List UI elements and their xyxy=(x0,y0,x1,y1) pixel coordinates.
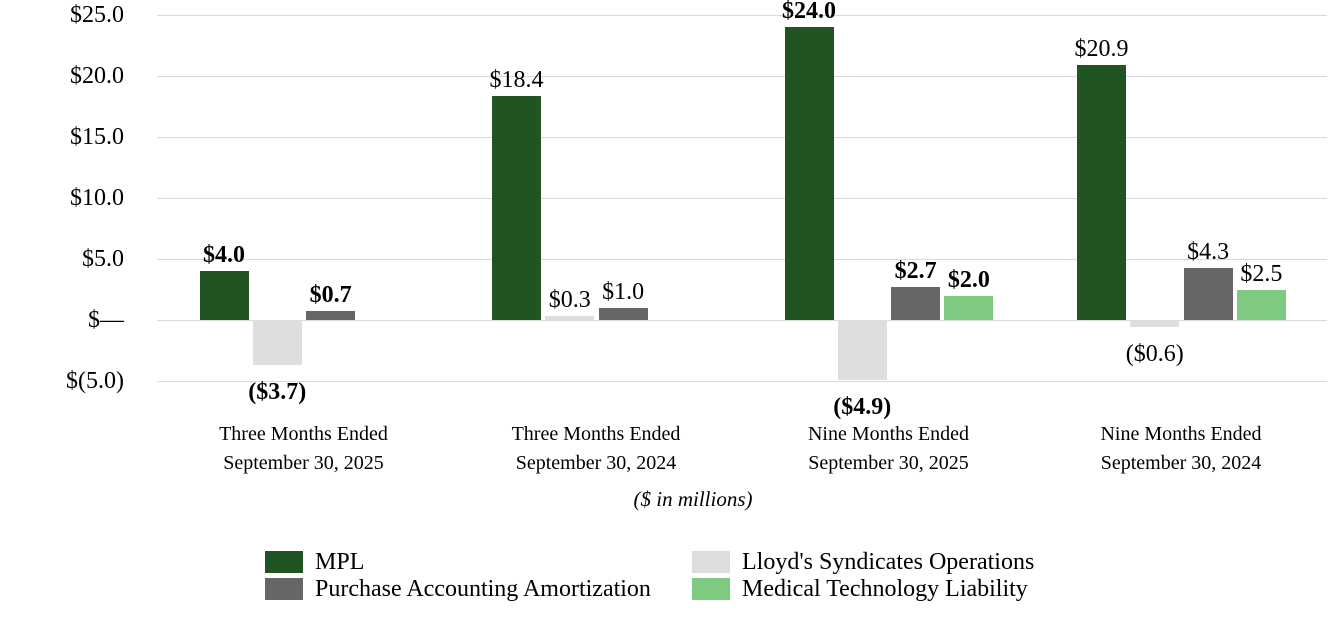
bar-label: $20.9 xyxy=(1074,36,1129,63)
legend-swatch xyxy=(692,578,730,600)
gridline xyxy=(157,76,1327,77)
legend-swatch xyxy=(265,578,303,600)
bar-label: ($3.7) xyxy=(248,379,307,406)
gridline xyxy=(157,198,1327,199)
bar xyxy=(944,295,994,320)
bar-label: $2.5 xyxy=(1240,260,1283,287)
bar xyxy=(1077,65,1126,320)
bar-label: $2.0 xyxy=(947,266,990,293)
bar-label: $2.7 xyxy=(894,258,937,285)
bar xyxy=(891,287,941,320)
category-label-line: September 30, 2025 xyxy=(223,452,384,474)
y-tick-label: $15.0 xyxy=(70,124,124,150)
bar-label: ($4.9) xyxy=(833,393,892,420)
legend-label: Lloyd's Syndicates Operations xyxy=(742,549,1035,575)
legend-label: Medical Technology Liability xyxy=(742,576,1028,602)
bar xyxy=(1130,320,1180,328)
bar xyxy=(545,316,595,320)
bar xyxy=(306,311,356,320)
legend-label: Purchase Accounting Amortization xyxy=(315,576,651,602)
legend-swatch xyxy=(265,551,303,573)
category-label: Nine Months Ended September 30, 2025 xyxy=(742,420,1035,478)
category-label-line: Three Months Ended xyxy=(219,423,388,445)
bar-label: $1.0 xyxy=(602,278,645,305)
gridline xyxy=(157,381,1327,382)
category-label-line: September 30, 2024 xyxy=(515,452,677,474)
legend-swatch xyxy=(692,551,730,573)
bar xyxy=(252,320,302,366)
bar-label: $0.3 xyxy=(548,287,591,314)
bar xyxy=(1183,267,1233,320)
bar-label: $4.3 xyxy=(1187,238,1230,265)
y-tick-label: $10.0 xyxy=(70,185,124,211)
bar xyxy=(199,271,249,320)
category-label: Three Months Ended September 30, 2025 xyxy=(157,420,450,478)
y-tick-label: $25.0 xyxy=(70,2,124,28)
category-label-line: Nine Months Ended xyxy=(807,423,970,445)
category-label: Three Months Ended September 30, 2024 xyxy=(450,420,743,478)
legend-label: MPL xyxy=(315,549,365,575)
category-label: Nine Months Ended September 30, 2024 xyxy=(1035,420,1328,478)
gridline xyxy=(157,320,1327,321)
category-label-line: Nine Months Ended xyxy=(1100,423,1262,445)
bar xyxy=(837,320,887,380)
bar-label: $4.0 xyxy=(203,242,245,269)
gridline xyxy=(157,15,1327,16)
category-label-line: September 30, 2025 xyxy=(808,452,969,474)
y-tick-label: $(5.0) xyxy=(66,368,124,394)
gridline xyxy=(157,137,1327,138)
y-tick-label: $— xyxy=(88,307,124,333)
bar-label: ($0.6) xyxy=(1125,341,1184,368)
bar xyxy=(1236,289,1286,320)
chart-subtitle: ($ in millions) xyxy=(633,487,753,511)
bar xyxy=(598,307,648,320)
y-tick-label: $5.0 xyxy=(82,246,124,272)
bar xyxy=(492,95,541,320)
category-label-line: September 30, 2024 xyxy=(1100,452,1262,474)
bar-label: $18.4 xyxy=(489,66,544,93)
category-label-line: Three Months Ended xyxy=(511,423,681,445)
bar xyxy=(784,27,834,320)
bar-label: $24.0 xyxy=(782,0,836,25)
gridline xyxy=(157,259,1327,260)
bar-label: $0.7 xyxy=(309,282,352,309)
y-tick-label: $20.0 xyxy=(70,63,124,89)
